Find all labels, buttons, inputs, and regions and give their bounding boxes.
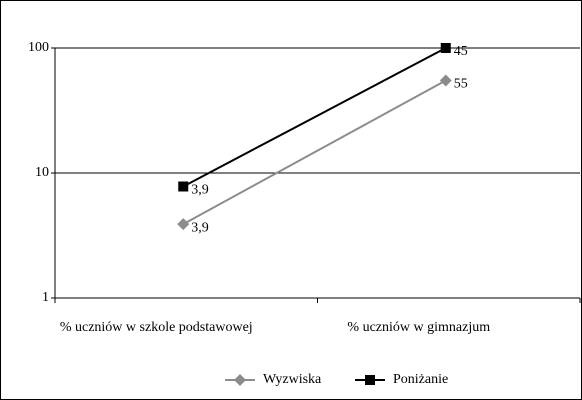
x-tick-label: % uczniów w gimnazjum xyxy=(347,320,490,335)
data-label: 3,9 xyxy=(191,220,209,235)
y-tick-label: 100 xyxy=(28,40,49,55)
marker xyxy=(177,218,190,231)
legend-label: Poniżanie xyxy=(393,372,448,387)
y-tick-label: 10 xyxy=(35,165,49,180)
marker xyxy=(440,43,451,53)
data-label: 55 xyxy=(454,77,468,92)
legend-label: Wyzwiska xyxy=(263,372,322,387)
marker xyxy=(365,375,375,385)
series-line xyxy=(182,47,447,188)
marker xyxy=(234,374,246,386)
x-tick-label: % uczniów w szkole podstawowej xyxy=(60,320,253,335)
data-label: 45 xyxy=(454,44,468,59)
data-label: 3,9 xyxy=(191,183,209,198)
series-line xyxy=(182,79,447,225)
marker xyxy=(439,74,452,87)
y-tick-label: 1 xyxy=(42,290,49,305)
marker xyxy=(178,181,189,192)
